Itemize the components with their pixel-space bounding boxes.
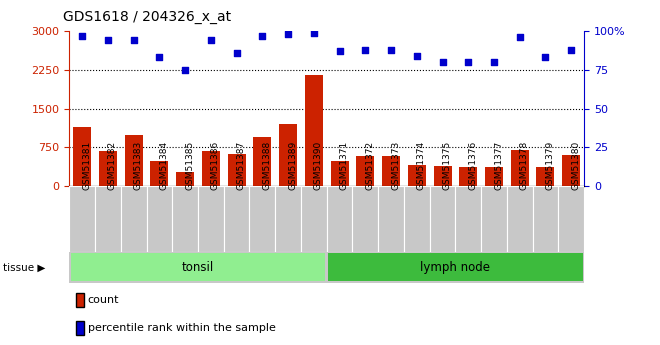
Bar bbox=[125, 135, 143, 186]
Point bbox=[335, 49, 345, 54]
Bar bbox=[95, 186, 121, 252]
Bar bbox=[562, 155, 580, 186]
Bar bbox=[202, 151, 220, 186]
Point bbox=[566, 47, 577, 52]
Bar bbox=[331, 161, 348, 186]
Point bbox=[180, 67, 191, 73]
Bar bbox=[485, 167, 503, 186]
Bar bbox=[279, 124, 297, 186]
Point bbox=[283, 31, 294, 37]
Bar bbox=[352, 186, 378, 252]
Text: GSM51390: GSM51390 bbox=[314, 140, 323, 189]
Text: GSM51375: GSM51375 bbox=[443, 140, 451, 189]
Text: GSM51371: GSM51371 bbox=[340, 140, 348, 189]
Text: GSM51377: GSM51377 bbox=[494, 140, 503, 189]
Bar bbox=[507, 186, 533, 252]
Point bbox=[515, 34, 525, 40]
Text: GSM51382: GSM51382 bbox=[108, 140, 117, 189]
Point bbox=[257, 33, 268, 38]
Point bbox=[154, 55, 165, 60]
Bar bbox=[228, 154, 246, 186]
Bar bbox=[378, 186, 404, 252]
Bar bbox=[301, 186, 327, 252]
Text: GSM51381: GSM51381 bbox=[82, 140, 91, 189]
Bar bbox=[356, 156, 374, 186]
Bar bbox=[533, 186, 558, 252]
Text: GSM51378: GSM51378 bbox=[520, 140, 529, 189]
Bar bbox=[537, 167, 554, 186]
Point bbox=[438, 59, 448, 65]
Bar bbox=[481, 186, 507, 252]
Text: GSM51389: GSM51389 bbox=[288, 140, 297, 189]
Bar bbox=[459, 167, 477, 186]
Point bbox=[103, 38, 114, 43]
Point bbox=[128, 38, 139, 43]
Point bbox=[463, 59, 474, 65]
Text: GSM51388: GSM51388 bbox=[263, 140, 271, 189]
Bar bbox=[249, 186, 275, 252]
Text: GSM51376: GSM51376 bbox=[469, 140, 477, 189]
Bar bbox=[434, 166, 451, 186]
Text: GSM51384: GSM51384 bbox=[160, 140, 168, 189]
Bar bbox=[328, 253, 583, 282]
Text: GSM51374: GSM51374 bbox=[417, 140, 426, 189]
Bar bbox=[71, 253, 325, 282]
Point bbox=[77, 33, 87, 38]
Bar bbox=[69, 186, 95, 252]
Text: GSM51380: GSM51380 bbox=[572, 140, 580, 189]
Bar bbox=[455, 186, 481, 252]
Bar bbox=[121, 186, 147, 252]
Bar bbox=[275, 186, 301, 252]
Bar bbox=[224, 186, 249, 252]
Bar bbox=[408, 165, 426, 186]
Bar bbox=[172, 186, 198, 252]
Text: GSM51385: GSM51385 bbox=[185, 140, 194, 189]
Bar bbox=[198, 186, 224, 252]
Bar bbox=[99, 151, 117, 186]
Bar bbox=[511, 150, 529, 186]
Bar bbox=[147, 186, 172, 252]
Bar bbox=[150, 161, 168, 186]
Point bbox=[386, 47, 397, 52]
Point bbox=[412, 53, 422, 59]
Point bbox=[309, 30, 319, 35]
Bar bbox=[327, 186, 352, 252]
Text: GSM51379: GSM51379 bbox=[546, 140, 554, 189]
Text: GSM51387: GSM51387 bbox=[237, 140, 246, 189]
Text: tissue ▶: tissue ▶ bbox=[3, 263, 46, 272]
Text: lymph node: lymph node bbox=[420, 261, 490, 274]
Text: GSM51383: GSM51383 bbox=[133, 140, 143, 189]
Text: GSM51386: GSM51386 bbox=[211, 140, 220, 189]
Bar bbox=[404, 186, 430, 252]
Point bbox=[360, 47, 371, 52]
Text: GDS1618 / 204326_x_at: GDS1618 / 204326_x_at bbox=[63, 10, 231, 24]
Point bbox=[232, 50, 242, 56]
Bar bbox=[558, 186, 584, 252]
Text: GSM51372: GSM51372 bbox=[366, 140, 374, 189]
Bar bbox=[305, 75, 323, 186]
Point bbox=[206, 38, 216, 43]
Text: tonsil: tonsil bbox=[182, 261, 214, 274]
Point bbox=[489, 59, 500, 65]
Bar bbox=[73, 127, 91, 186]
Bar bbox=[253, 137, 271, 186]
Text: percentile rank within the sample: percentile rank within the sample bbox=[88, 323, 276, 333]
Text: GSM51373: GSM51373 bbox=[391, 140, 400, 189]
Point bbox=[541, 55, 551, 60]
Bar bbox=[430, 186, 455, 252]
Bar bbox=[382, 156, 400, 186]
Text: count: count bbox=[88, 295, 119, 305]
Bar bbox=[176, 172, 194, 186]
